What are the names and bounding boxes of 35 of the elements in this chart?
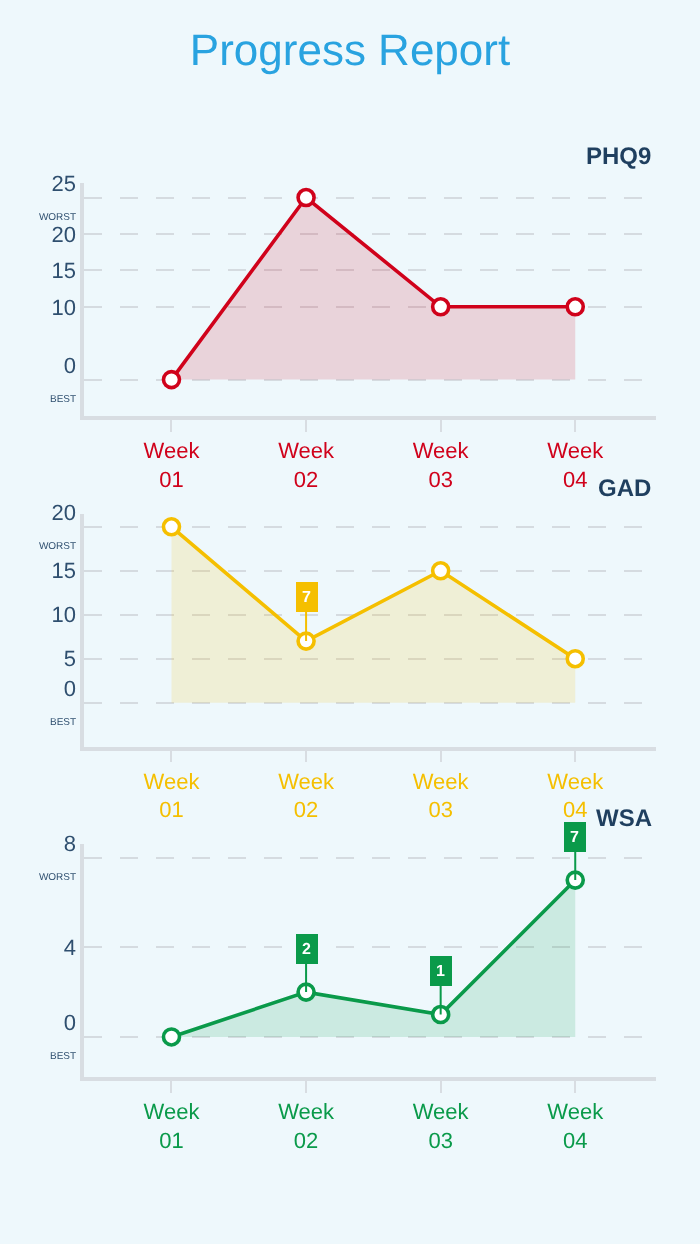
- y-tick-label: 5: [63, 648, 77, 673]
- chart-title: Progress Report: [189, 25, 511, 76]
- data-label: 7: [302, 588, 312, 606]
- x-tick-label: Week 02: [278, 770, 335, 824]
- x-tick-label: Week 01: [143, 439, 201, 493]
- data-label: 1: [436, 962, 446, 980]
- data-label: 7: [570, 828, 580, 846]
- y-tick-label: 15: [51, 260, 77, 285]
- point: [430, 1004, 451, 1025]
- point: [296, 631, 316, 651]
- point: [296, 187, 316, 208]
- y-tick-label: 10: [51, 296, 77, 321]
- x-tick-label: Week 02: [278, 1101, 335, 1154]
- x-tick-label: Week 03: [412, 770, 470, 824]
- x-tick-label: Week 01: [143, 770, 201, 824]
- x-tick-label: Week 04: [547, 1101, 605, 1154]
- point: [161, 1027, 182, 1047]
- point: [565, 870, 586, 890]
- point: [161, 517, 182, 537]
- point: [565, 648, 586, 669]
- point: [296, 982, 316, 1002]
- y-tick-label: 10: [51, 604, 77, 629]
- x-tick-label: Week 02: [278, 439, 335, 493]
- x-tick-label: Week 03: [412, 439, 470, 493]
- data-label: 2: [302, 940, 312, 958]
- chart-subtitle: PHQ9: [586, 142, 653, 170]
- point: [430, 297, 451, 317]
- y-tick-label: 15: [51, 560, 77, 585]
- point: [161, 369, 182, 390]
- y-tick-label: 4: [63, 937, 77, 961]
- x-tick-label: Week 01: [143, 1101, 201, 1154]
- point: [565, 297, 586, 317]
- y-tick-label: 20: [51, 223, 77, 248]
- x-tick-label: Week 03: [412, 1101, 470, 1154]
- point: [430, 560, 451, 581]
